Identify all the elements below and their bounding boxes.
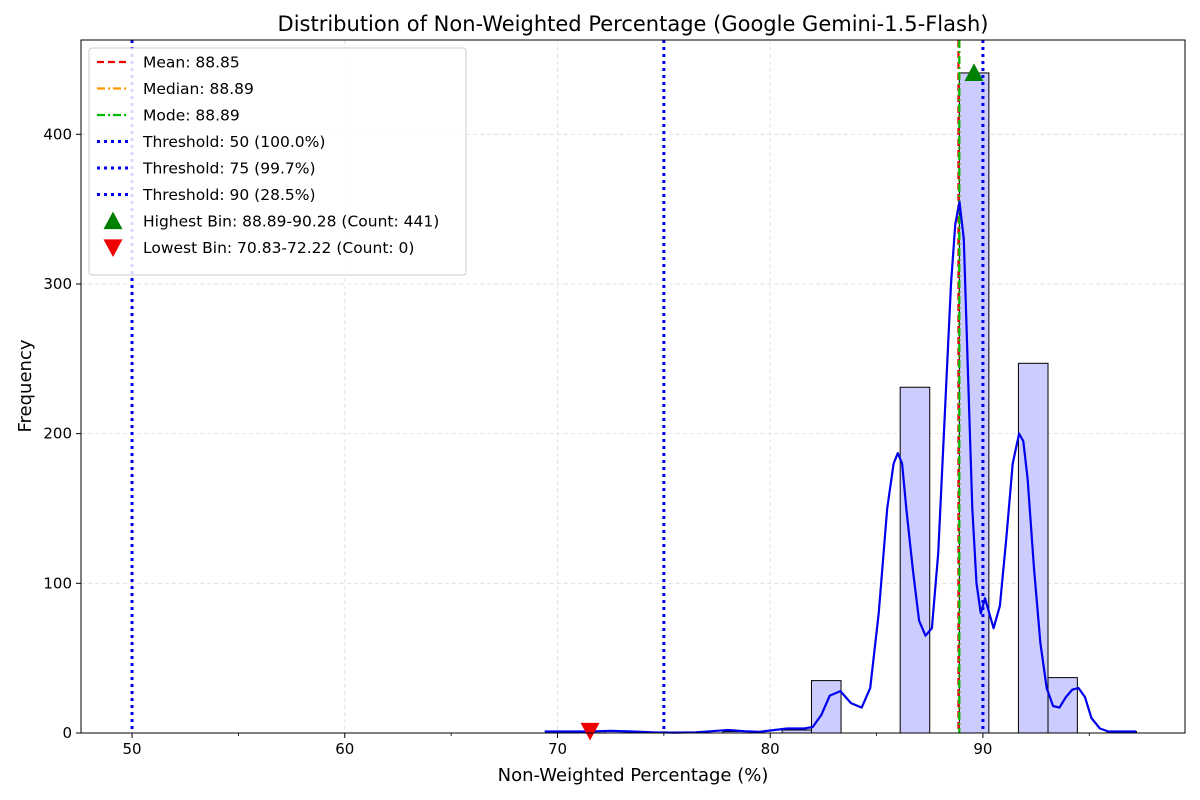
- histogram-bar: [899, 386, 931, 734]
- y-tick-label: 0: [62, 724, 72, 742]
- legend-label: Threshold: 75 (99.7%): [142, 160, 316, 178]
- legend-label: Mode: 88.89: [143, 107, 240, 125]
- x-axis-label: Non-Weighted Percentage (%): [498, 765, 769, 786]
- y-tick-label: 100: [43, 574, 72, 592]
- lowest-bin-marker: [580, 722, 600, 741]
- legend-lowest-marker: [103, 239, 123, 257]
- x-tick-label: 90: [973, 740, 992, 758]
- legend-label: Mean: 88.85: [143, 54, 240, 72]
- legend-label: Highest Bin: 88.89-90.28 (Count: 441): [143, 213, 439, 231]
- legend-label: Median: 88.89: [143, 80, 254, 98]
- histogram-bars: [545, 72, 1138, 734]
- histogram-bar: [958, 72, 990, 734]
- x-tick-label: 60: [335, 740, 354, 758]
- x-tick-label: 70: [548, 740, 567, 758]
- plot-frame: [80, 39, 1186, 734]
- y-tick-label: 200: [43, 425, 72, 443]
- y-tick-label: 400: [43, 125, 72, 143]
- axis-ticks: 50 60 70 80 90 0 100 200 300 400: [43, 125, 1090, 758]
- bin-markers: [580, 63, 984, 741]
- legend-label: Lowest Bin: 70.83-72.22 (Count: 0): [143, 239, 414, 257]
- kde-line: [544, 200, 1137, 734]
- legend-label: Threshold: 50 (100.0%): [142, 133, 325, 151]
- y-tick-label: 300: [43, 275, 72, 293]
- legend-highest-marker: [103, 211, 123, 230]
- y-axis-label: Frequency: [15, 339, 36, 432]
- legend-label: Threshold: 90 (28.5%): [142, 186, 316, 204]
- chart-title: Distribution of Non-Weighted Percentage …: [278, 12, 989, 36]
- histogram-bar: [1047, 677, 1078, 734]
- histogram-bar: [810, 680, 842, 734]
- highest-bin-marker: [964, 63, 984, 82]
- x-tick-label: 50: [123, 740, 142, 758]
- legend-box: [88, 47, 467, 276]
- kde-curve: [544, 200, 1137, 734]
- reference-lines: [130, 40, 985, 733]
- x-tick-label: 80: [761, 740, 780, 758]
- legend: Mean: 88.85 Median: 88.89 Mode: 88.89 Thres…: [88, 47, 467, 276]
